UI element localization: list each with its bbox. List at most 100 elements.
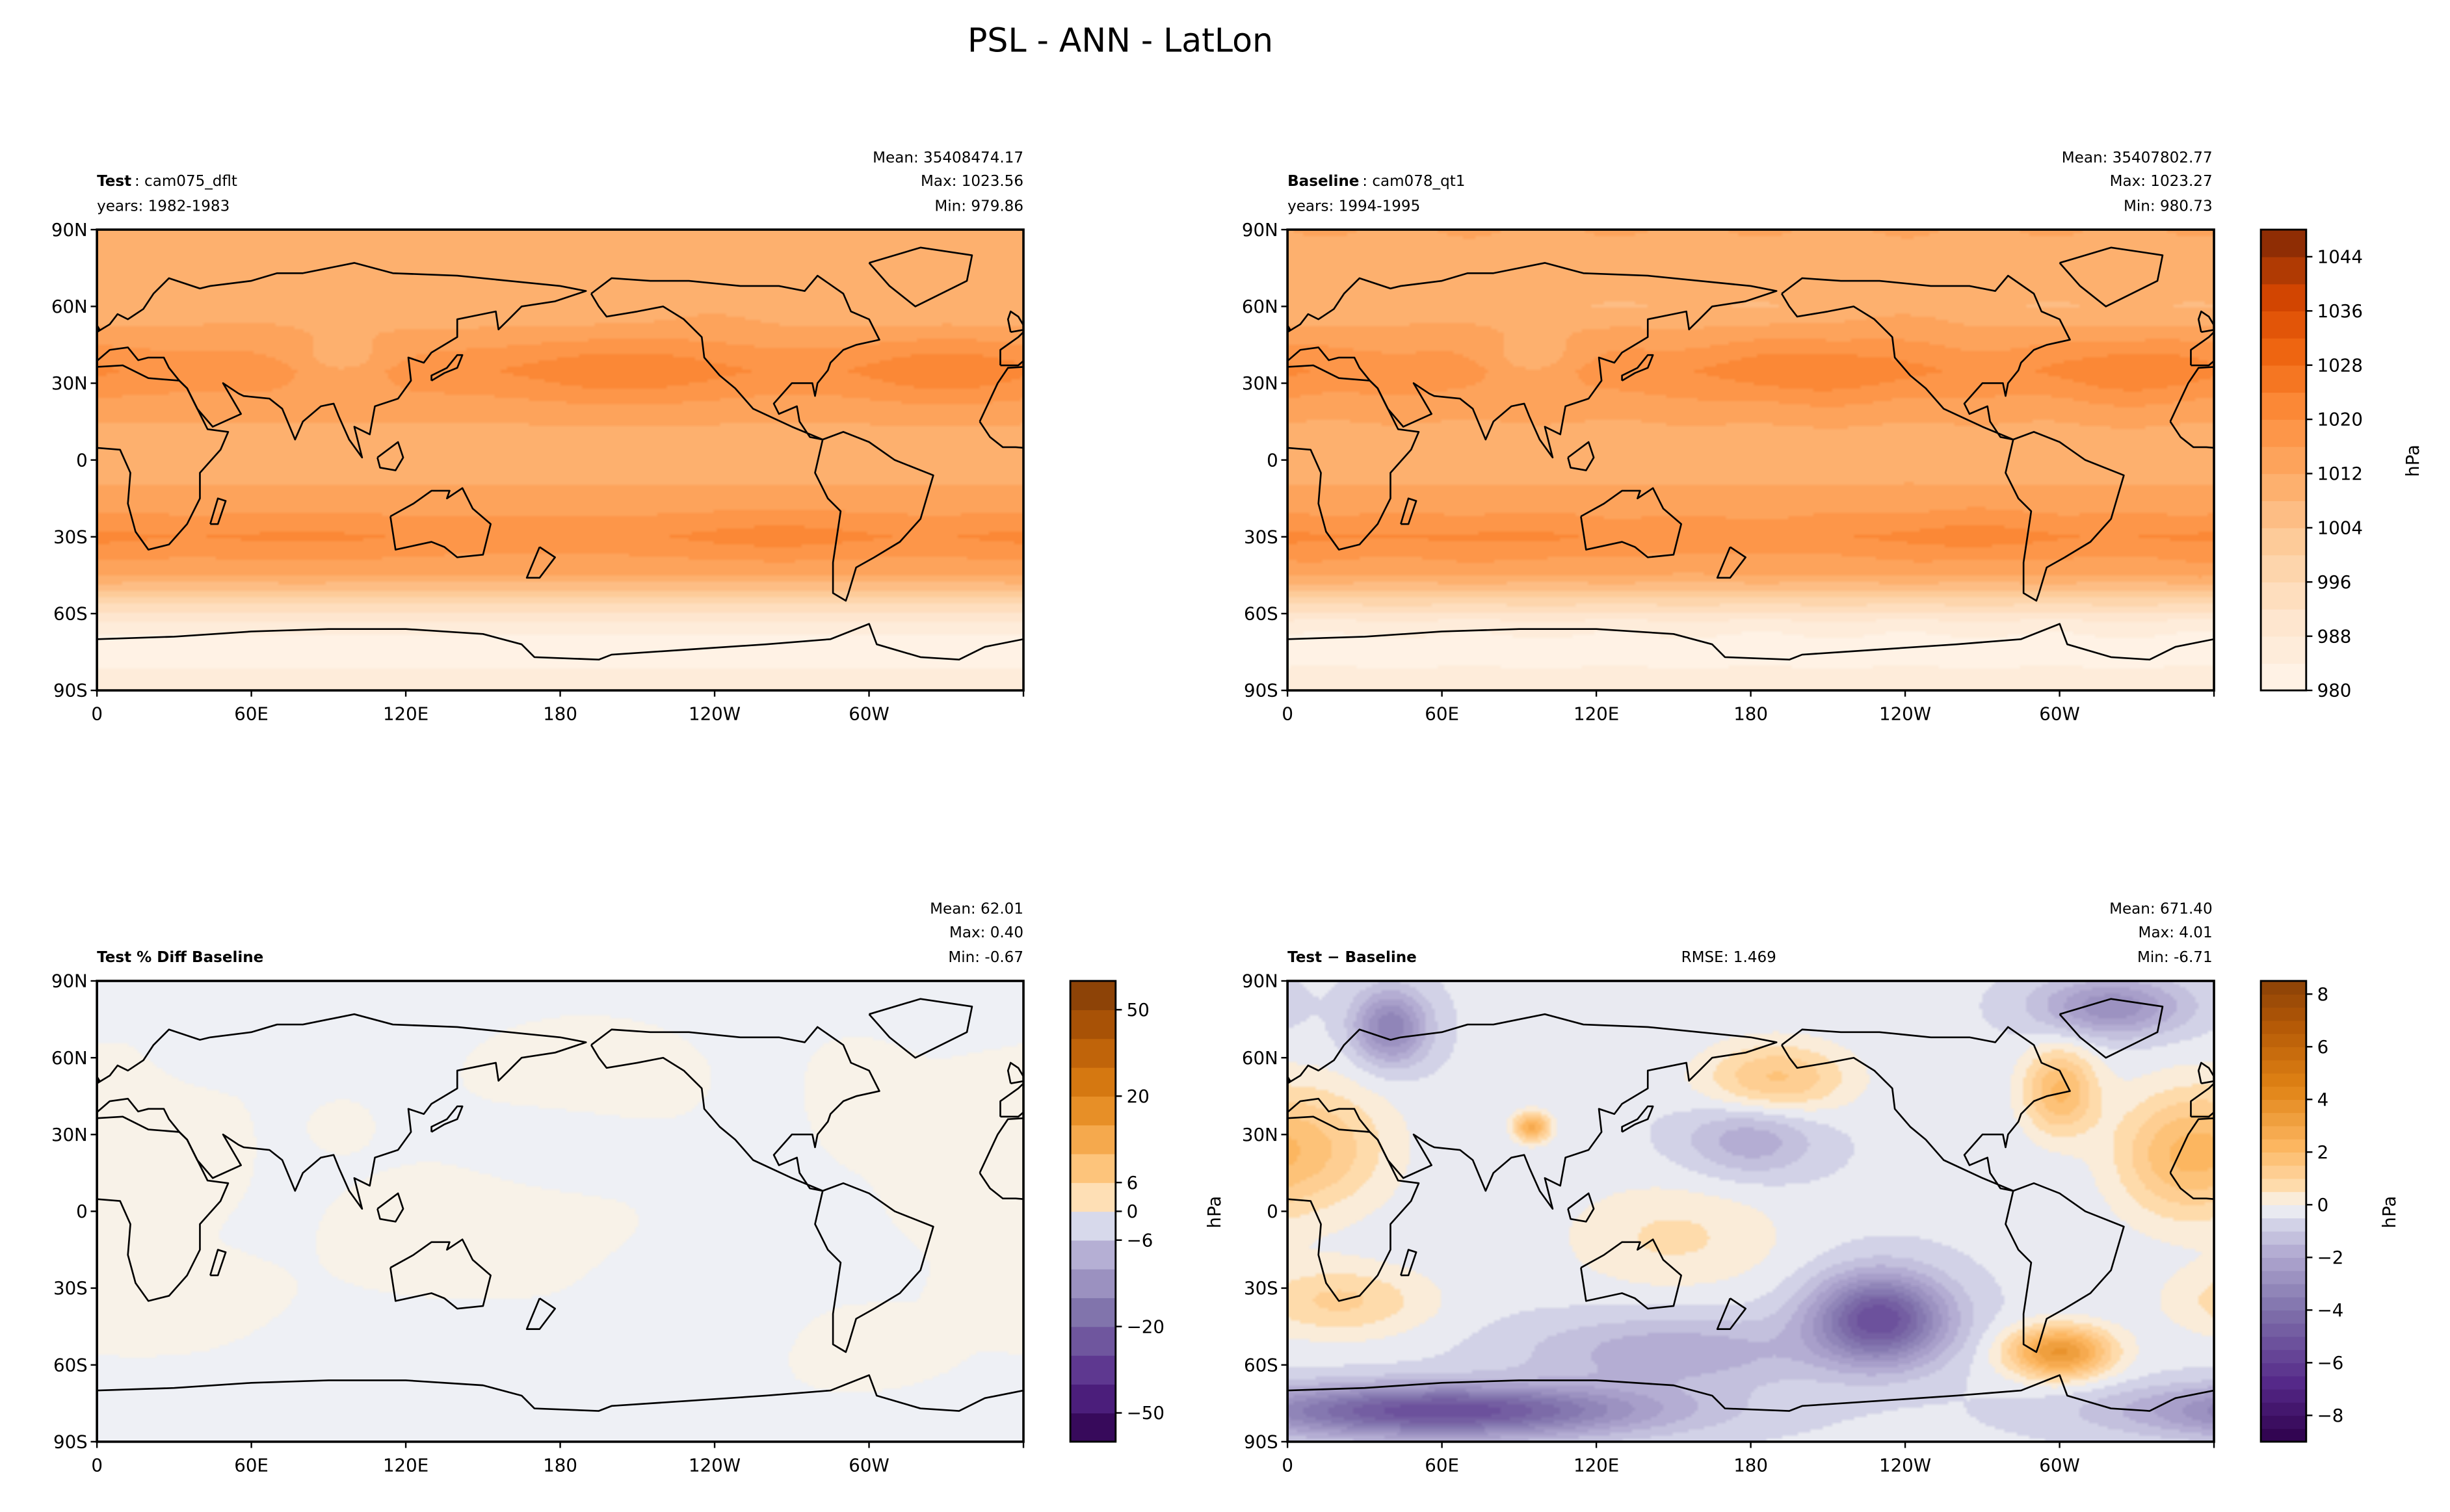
- stat-mean: Mean: 62.01: [930, 901, 1023, 918]
- colorbar-frame: [2259, 980, 2308, 1443]
- coastline-nz: [525, 1297, 556, 1330]
- lon-tick-label: 120W: [689, 703, 741, 725]
- colorbar-band: [2261, 419, 2306, 447]
- colorbar-label: hPa: [2402, 445, 2423, 477]
- colorbar-tick-label: 0: [1127, 1201, 1139, 1222]
- coastline-antarctica: [97, 1374, 1024, 1412]
- coastlines: [97, 246, 1152, 661]
- lat-tick-label: 30S: [53, 1277, 88, 1299]
- colorbar-band: [2261, 256, 2306, 285]
- panel-label-bold: Test − Baseline: [1287, 949, 1417, 966]
- lat-tick-label: 60N: [51, 296, 88, 317]
- coastlines: [1287, 998, 2215, 1412]
- colorbar-band: [2261, 1073, 2306, 1087]
- panel-label-case: : cam075_dflt: [135, 173, 237, 190]
- coastline-africa: [1287, 1115, 1420, 1302]
- colorbar-band: [2261, 1375, 2306, 1390]
- colorbar-tick-label: −8: [2317, 1405, 2344, 1426]
- colorbar-band: [1070, 1010, 1116, 1039]
- stat-min: Min: -6.71: [2137, 949, 2213, 966]
- colorbar-tick-label: 1020: [2317, 409, 2363, 430]
- colorbar-band: [2261, 636, 2306, 664]
- coastline-samerica: [2005, 431, 2125, 602]
- colorbar-band: [2261, 1297, 2306, 1311]
- colorbar-tick-label: 1012: [2317, 463, 2363, 484]
- colorbar-band: [2261, 1336, 2306, 1350]
- lon-tick-label: 60W: [2039, 1455, 2079, 1476]
- coastline-namerica: [590, 1026, 880, 1192]
- lon-tick-label: 120W: [1879, 703, 1931, 725]
- colorbar-band: [1070, 1211, 1116, 1241]
- colorbar-tick-label: 1036: [2317, 300, 2363, 322]
- stat-mean: Mean: 35407802.77: [2062, 150, 2213, 166]
- coastline-japan: [430, 1105, 464, 1133]
- coastline-antarctica: [97, 623, 1024, 661]
- panel-baseline: Baseline: cam078_qt1 years: 1994-1995 Me…: [1242, 150, 2215, 725]
- colorbar-tick-label: 4: [2317, 1089, 2329, 1110]
- colorbar-pct-diff: hPa −50 −20 −6 0 6 20 50: [1069, 980, 1225, 1443]
- colorbar-band: [2261, 1139, 2306, 1153]
- lon-tick-label: 120E: [1574, 703, 1619, 725]
- map: [1287, 229, 2215, 691]
- lon-tick-label: 120W: [1879, 1455, 1931, 1476]
- colorbar-band: [1070, 1153, 1116, 1183]
- coastline-madagascar: [209, 1249, 227, 1277]
- lon-tick-label: 120E: [1574, 1455, 1619, 1476]
- coastline-australia: [1580, 1238, 1682, 1310]
- colorbar-tick-label: −50: [1127, 1402, 1165, 1424]
- lon-tick-label: 60W: [849, 703, 889, 725]
- coastline-australia: [389, 1238, 492, 1310]
- colorbar-label: hPa: [1204, 1196, 1225, 1229]
- colorbar-band: [1070, 1038, 1116, 1068]
- colorbar-band: [2261, 527, 2306, 556]
- lon-tick-label: 180: [543, 1455, 577, 1476]
- colorbar-tick-label: −6: [1127, 1229, 1153, 1251]
- coastline-borneo: [376, 441, 404, 471]
- colorbar-band: [2261, 554, 2306, 583]
- colorbar-tick-label: −4: [2317, 1299, 2344, 1321]
- colorbar-band: [2261, 1047, 2306, 1061]
- coastlines: [1287, 246, 2215, 661]
- colorbar-band: [1070, 1096, 1116, 1126]
- lat-tick-label: 0: [1267, 449, 1278, 471]
- coastline-madagascar: [1137, 499, 1152, 524]
- coastline-nz: [1716, 1297, 1746, 1330]
- colorbar-band: [2261, 1310, 2306, 1324]
- panel-label: Baseline: cam078_qt1: [1287, 173, 1465, 190]
- map-field: [1287, 229, 2215, 691]
- lat-tick-label: 90N: [51, 219, 88, 241]
- colorbar-tick-label: 0: [2317, 1194, 2329, 1216]
- coastline-namerica: [1781, 274, 2071, 441]
- colorbar-band: [2261, 1205, 2306, 1219]
- lon-tick-label: 60E: [234, 703, 269, 725]
- lon-tick-label: 0: [1282, 703, 1293, 725]
- colorbar-band: [2261, 1349, 2306, 1364]
- stat-rmse: RMSE: 1.469: [1681, 949, 1776, 966]
- coastline-japan: [430, 354, 464, 382]
- figure-title: PSL - ANN - LatLon: [968, 21, 1273, 59]
- lat-tick-label: 0: [76, 1201, 88, 1222]
- colorbar-tick-label: −6: [2317, 1352, 2344, 1374]
- panel-pct-diff: Test % Diff Baseline Mean: 62.01 Max: 0.…: [51, 901, 1025, 1476]
- colorbar-band: [2261, 1388, 2306, 1403]
- stat-min: Min: 979.86: [934, 198, 1023, 215]
- colorbar-tick-label: 1028: [2317, 354, 2363, 376]
- coastline-samerica: [2005, 1182, 2125, 1353]
- coastline-eurasia: [1287, 1013, 1778, 1210]
- lat-tick-label: 90N: [51, 971, 88, 992]
- lat-tick-label: 30S: [53, 526, 88, 547]
- stat-max: Max: 1023.56: [921, 173, 1023, 190]
- map: [1287, 981, 2215, 1442]
- colorbar-band: [2261, 1415, 2306, 1429]
- lat-tick-label: 0: [1267, 1201, 1278, 1222]
- coastline-madagascar: [1400, 1249, 1417, 1277]
- colorbar-band: [2261, 311, 2306, 339]
- colorbar-frame: [2259, 228, 2308, 692]
- colorbar-band: [2261, 582, 2306, 610]
- map-field: [1287, 981, 2215, 1442]
- colorbar-band: [2261, 392, 2306, 420]
- coastline-antarctica: [1287, 1374, 2215, 1412]
- colorbar-band: [2261, 608, 2306, 637]
- colorbar-band: [1070, 1240, 1116, 1270]
- lon-tick-label: 180: [543, 703, 577, 725]
